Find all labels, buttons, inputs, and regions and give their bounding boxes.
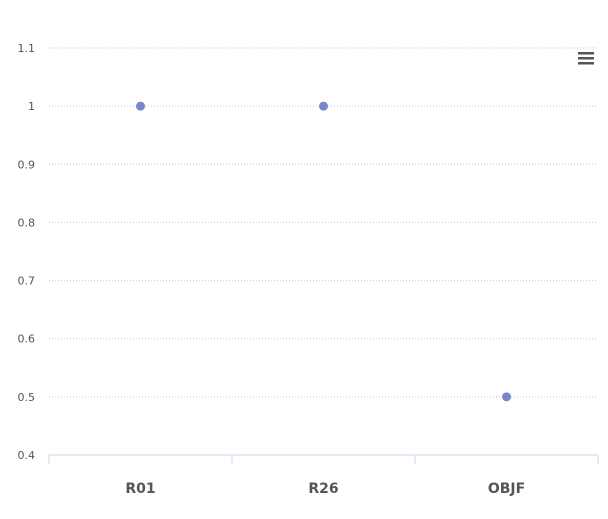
y-tick-label: 0.6 [18,333,36,346]
x-tick-label: OBJF [488,481,525,497]
y-tick-label: 0.9 [18,158,36,171]
gridlines [49,47,598,398]
y-tick-label: 0.8 [18,216,36,229]
x-tick-label: R26 [308,481,338,497]
data-point[interactable] [319,101,328,111]
y-tick-label: 1.1 [18,42,36,55]
y-axis-labels: 0.4 0.5 0.6 0.7 0.8 0.9 1 1.1 [18,42,36,462]
y-tick-label: 0.5 [18,391,36,404]
x-tick-label: R01 [125,481,155,497]
chart-menu-button[interactable] [574,48,598,70]
y-tick-label: 0.7 [18,275,36,288]
hamburger-menu-icon [578,52,594,65]
data-points [136,101,511,402]
data-point[interactable] [502,392,511,402]
x-axis [48,454,599,464]
y-tick-label: 0.4 [18,449,36,462]
x-axis-labels: R01 R26 OBJF [125,481,525,497]
y-tick-label: 1 [28,100,35,113]
data-point[interactable] [136,101,145,111]
